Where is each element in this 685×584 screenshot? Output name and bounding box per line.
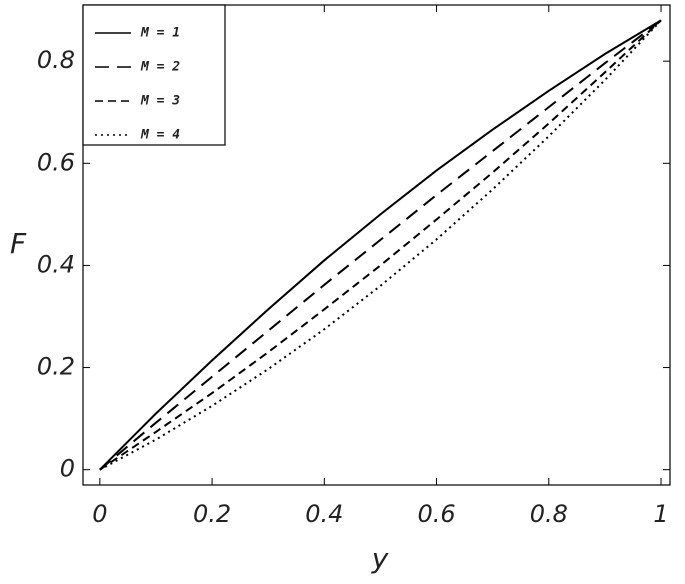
y-tick-label: 0: [60, 455, 75, 483]
legend-label: M = 1: [140, 26, 180, 41]
x-tick-label: 0.4: [305, 500, 343, 528]
x-tick-label: 0: [92, 500, 107, 528]
x-tick-label: 1: [653, 500, 668, 528]
series-line: [99, 19, 662, 471]
x-tick-label: 0.6: [417, 500, 455, 528]
series-line: [99, 19, 662, 471]
legend-label: M = 3: [140, 94, 180, 109]
y-tick-label: 0.8: [37, 46, 75, 74]
y-axis-label: F: [10, 227, 27, 260]
x-tick-label: 0.2: [193, 500, 231, 528]
y-tick-label: 0.6: [37, 148, 75, 176]
x-axis-label: y: [371, 542, 389, 575]
x-tick-label: 0.8: [530, 500, 568, 528]
series-line: [99, 19, 662, 471]
series-line: [99, 19, 662, 471]
plot-frame: [82, 4, 671, 486]
legend-label: M = 4: [140, 128, 180, 143]
y-tick-label: 0.4: [37, 250, 75, 278]
legend-label: M = 2: [140, 60, 180, 75]
y-tick-label: 0.2: [37, 353, 75, 381]
legend-box: [82, 4, 226, 146]
